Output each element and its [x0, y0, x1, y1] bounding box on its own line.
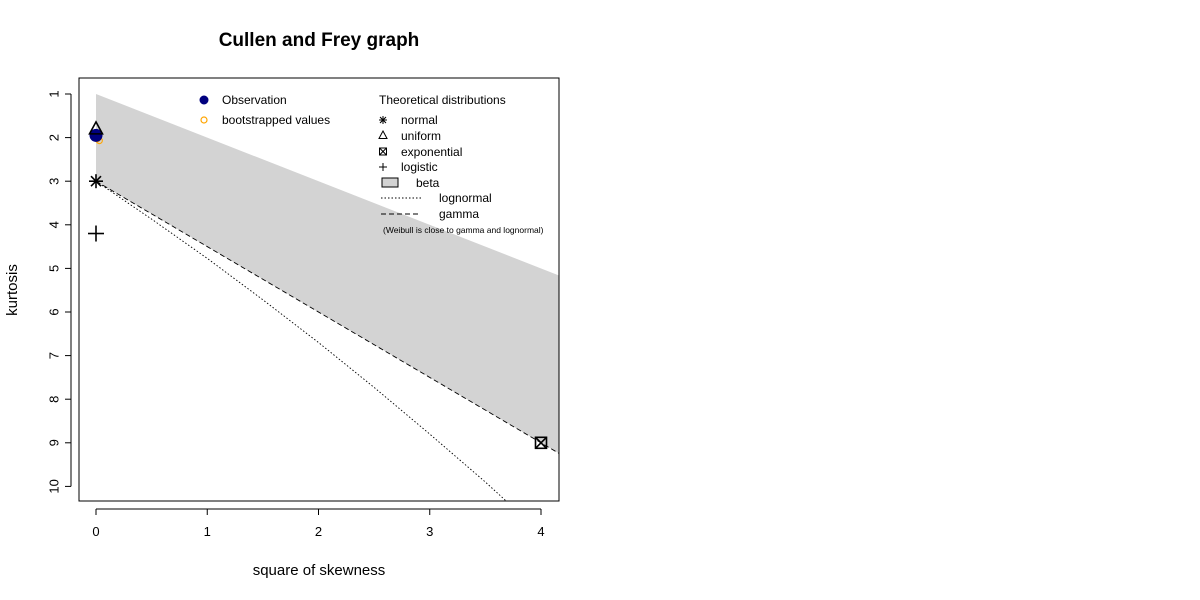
- legend-normal-symbol: [379, 116, 387, 124]
- x-tick-label: 0: [92, 524, 99, 539]
- exponential-point-box: [534, 436, 548, 450]
- x-tick-label: 1: [204, 524, 211, 539]
- y-axis-label: kurtosis: [4, 264, 21, 316]
- legend-observation-symbol: [199, 95, 209, 105]
- x-axis-label: square of skewness: [253, 562, 386, 579]
- legend-uniform-symbol: [378, 129, 388, 139]
- exponential-point-stroke: [534, 436, 548, 449]
- y-tick-label: 2: [46, 134, 61, 141]
- legend-heading: Theoretical distributions: [379, 93, 506, 107]
- legend-right: Theoretical distributions normal uniform…: [378, 93, 544, 235]
- legend-normal-label: normal: [401, 113, 438, 127]
- legend-left: Observation bootstrapped values: [199, 93, 330, 127]
- y-tick-label: 4: [46, 221, 61, 228]
- legend-gamma-label: gamma: [439, 207, 479, 221]
- legend-beta-symbol: [381, 177, 399, 188]
- gamma-line: [95, 180, 559, 454]
- x-tick-label: 3: [426, 524, 433, 539]
- uniform-point: [88, 120, 104, 135]
- y-axis: 1 2 3 4 5 6 7 8 9 10: [46, 90, 72, 494]
- x-tick-label: 2: [315, 524, 322, 539]
- y-tick-label: 1: [46, 90, 61, 97]
- legend-observation-label: Observation: [222, 93, 287, 107]
- legend-beta-label: beta: [416, 176, 440, 190]
- y-tick-label: 9: [46, 439, 61, 446]
- legend-logistic-symbol: [379, 163, 387, 171]
- y-tick-label: 8: [46, 396, 61, 403]
- normal-point-stroke: [90, 175, 102, 187]
- chart-title: Cullen and Frey graph: [219, 30, 420, 51]
- legend-exponential-symbol: [379, 147, 387, 156]
- y-tick-label: 5: [46, 265, 61, 272]
- exponential-point: [534, 436, 548, 450]
- beta-region: [96, 94, 559, 454]
- y-tick-label: 6: [46, 308, 61, 315]
- plot-frame: [78, 77, 560, 502]
- legend-bootstrapped-label: bootstrapped values: [222, 113, 330, 127]
- legend-uniform-label: uniform: [401, 129, 441, 143]
- y-tick-label: 3: [46, 178, 61, 185]
- legend-weibull-note: (Weibull is close to gamma and lognormal…: [383, 225, 544, 235]
- y-tick-label: 10: [46, 479, 61, 493]
- logistic-point: [88, 225, 104, 242]
- chart-marks: [88, 120, 548, 450]
- y-tick-label: 7: [46, 352, 61, 359]
- x-tick-label: 4: [537, 524, 544, 539]
- legend-exponential-label: exponential: [401, 145, 462, 159]
- legend-lognormal-label: lognormal: [439, 191, 492, 205]
- normal-point: [89, 174, 103, 189]
- observation-point: [89, 128, 103, 142]
- x-axis: 0 1 2 3 4: [92, 508, 545, 539]
- legend-bootstrapped-symbol: [200, 116, 208, 124]
- legend-logistic-label: logistic: [401, 160, 438, 174]
